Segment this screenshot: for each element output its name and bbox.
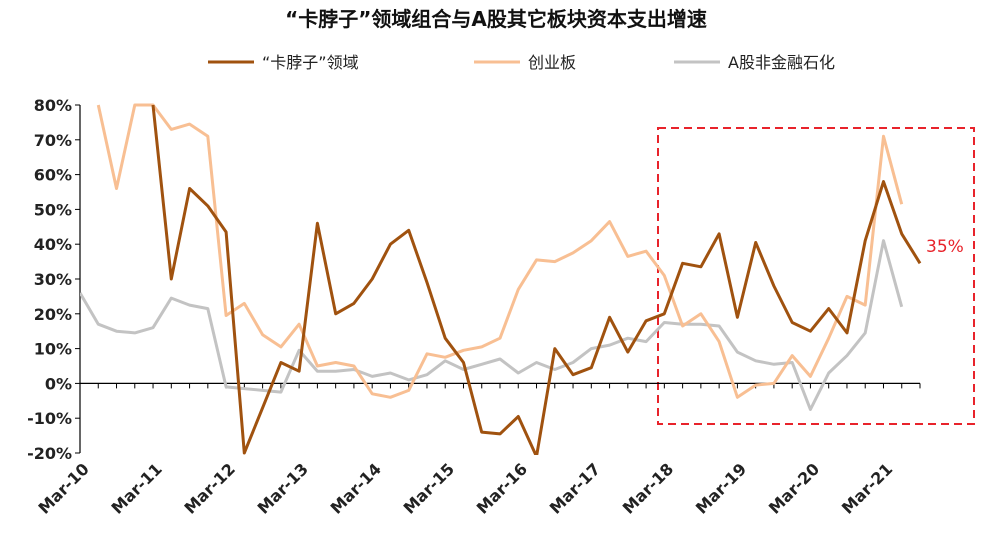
y-tick-label: 0%	[45, 374, 72, 393]
x-axis: Mar-10 Mar-11 Mar-12 Mar-13 Mar-14 Mar-15 Mar-…	[34, 382, 921, 518]
y-tick-label: 50%	[34, 200, 72, 219]
y-tick-label: 20%	[34, 305, 72, 324]
x-tick-label: Mar-20	[765, 459, 823, 517]
x-tick-label: Mar-18	[619, 459, 677, 517]
y-tick-label: 70%	[34, 131, 72, 150]
legend-label-kabozi: “卡脖子”领域	[262, 53, 359, 72]
legend-label-chinext: 创业板	[528, 53, 576, 72]
x-tick-label: Mar-14	[327, 459, 385, 517]
y-tick-label: -10%	[27, 409, 72, 428]
series-line-2	[80, 239, 904, 411]
x-tick-label: Mar-12	[181, 459, 239, 517]
highlight-box	[657, 127, 975, 425]
y-tick-label: -20%	[27, 444, 72, 463]
legend-label-ashare: A股非金融石化	[728, 53, 835, 72]
y-tick-label: 40%	[34, 235, 72, 254]
x-tick-label: Mar-17	[546, 459, 604, 517]
x-tick-label: Mar-15	[400, 459, 458, 517]
y-tick-label: 80%	[34, 96, 72, 115]
legend: “卡脖子”领域 创业板 A股非金融石化	[208, 53, 835, 72]
x-tick-label: Mar-16	[473, 459, 531, 517]
y-axis: 80% 70% 60% 50% 40% 30% 20% 10% 0% -10% -20%	[27, 96, 81, 463]
x-tick-label: Mar-21	[838, 459, 896, 517]
series-group	[80, 103, 922, 455]
series-line-0	[151, 104, 922, 455]
y-tick-label: 10%	[34, 340, 72, 359]
x-tick-label: Mar-19	[692, 459, 750, 517]
x-tick-label: Mar-10	[34, 459, 92, 517]
annotation-35pct: 35%	[926, 237, 964, 257]
x-tick-label: Mar-13	[254, 459, 312, 517]
x-tick-label: Mar-11	[108, 459, 166, 517]
chart-title: “卡脖子”领域组合与A股其它板块资本支出增速	[285, 7, 707, 31]
y-tick-label: 60%	[34, 166, 72, 185]
y-tick-label: 30%	[34, 270, 72, 289]
